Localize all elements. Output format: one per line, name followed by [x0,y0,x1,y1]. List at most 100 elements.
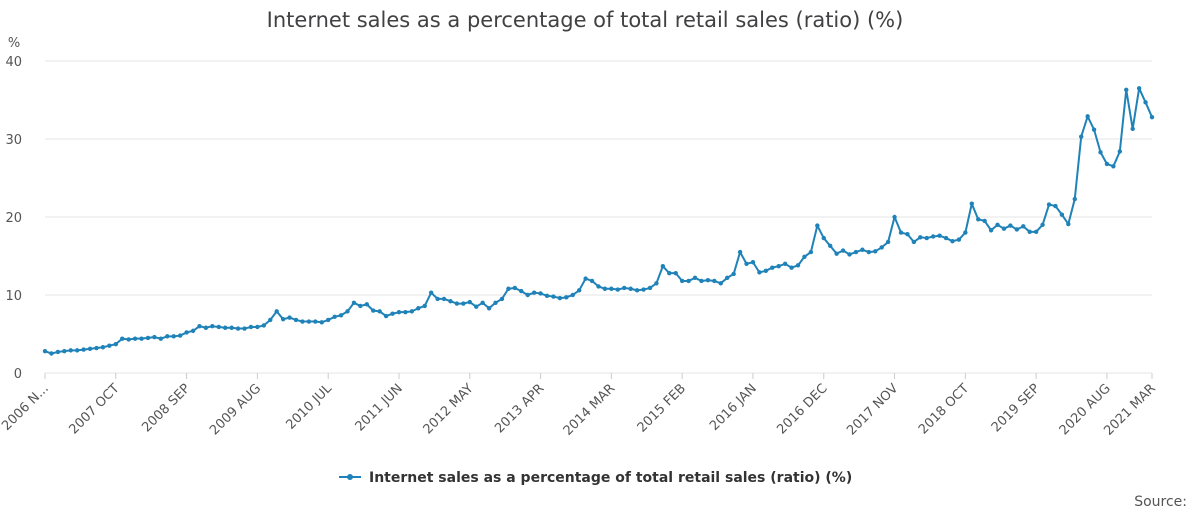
data-point[interactable] [525,292,530,298]
data-point[interactable] [435,296,440,302]
data-point[interactable] [963,230,968,235]
data-point[interactable] [1001,226,1007,231]
data-point[interactable] [622,285,627,291]
data-point[interactable] [628,286,633,291]
data-point[interactable] [274,309,279,314]
data-point[interactable] [171,334,176,339]
data-point[interactable] [692,275,698,281]
data-point[interactable] [815,223,820,228]
data-point[interactable] [898,230,904,235]
data-point[interactable] [454,301,460,306]
data-point[interactable] [139,336,144,341]
data-point[interactable] [943,235,949,241]
data-point[interactable] [1014,227,1020,232]
data-point[interactable] [1143,100,1148,105]
data-point[interactable] [1066,221,1071,227]
data-point[interactable] [763,268,769,274]
data-point[interactable] [744,261,749,266]
data-point[interactable] [184,330,189,335]
data-point[interactable] [918,235,923,240]
data-point[interactable] [712,278,717,284]
data-point[interactable] [428,290,434,295]
data-point[interactable] [377,309,382,314]
data-point[interactable] [660,263,666,269]
data-point[interactable] [750,260,756,265]
data-point[interactable] [654,281,659,286]
data-point[interactable] [757,270,762,275]
data-point[interactable] [686,278,691,284]
data-point[interactable] [325,317,331,323]
data-point[interactable] [364,302,369,307]
data-point[interactable] [62,348,67,354]
data-point[interactable] [531,290,537,295]
data-point[interactable] [737,249,743,255]
data-point[interactable] [699,278,704,284]
data-point[interactable] [564,295,569,300]
data-point[interactable] [834,251,839,256]
data-point[interactable] [840,248,846,253]
data-point[interactable] [1111,164,1116,169]
data-point[interactable] [371,308,376,313]
data-point[interactable] [235,326,241,331]
data-point[interactable] [615,287,621,292]
data-point[interactable] [461,301,466,306]
data-point[interactable] [416,306,421,311]
data-point[interactable] [705,277,711,283]
data-point[interactable] [158,336,164,341]
data-point[interactable] [229,325,234,330]
data-point[interactable] [197,324,202,329]
data-point[interactable] [911,239,917,245]
data-point[interactable] [403,309,408,315]
data-point[interactable] [589,278,595,284]
data-point[interactable] [107,343,112,348]
data-point[interactable] [1130,126,1135,132]
data-point[interactable] [332,314,337,320]
data-point[interactable] [145,335,151,341]
data-point[interactable] [892,214,897,220]
data-point[interactable] [409,309,415,314]
data-point[interactable] [300,319,305,324]
data-point[interactable] [448,299,453,304]
data-point[interactable] [1124,87,1129,93]
data-point[interactable] [242,326,247,331]
data-point[interactable] [860,247,865,252]
data-point[interactable] [313,319,318,324]
data-point[interactable] [866,249,872,255]
data-point[interactable] [808,249,814,255]
data-point[interactable] [383,313,389,319]
data-point[interactable] [847,252,852,257]
data-point[interactable] [924,235,929,241]
data-point[interactable] [782,261,788,266]
data-point[interactable] [216,324,221,330]
data-point[interactable] [969,201,974,206]
data-point[interactable] [74,348,80,353]
data-point[interactable] [1104,161,1110,167]
data-point[interactable] [1021,224,1026,229]
data-point[interactable] [1033,229,1039,235]
data-point[interactable] [1136,86,1142,91]
data-point[interactable] [519,288,524,294]
data-point[interactable] [667,270,672,276]
data-point[interactable] [486,306,492,311]
data-point[interactable] [576,288,582,293]
data-point[interactable] [937,233,942,238]
data-point[interactable] [988,228,994,233]
data-point[interactable] [210,324,215,329]
data-point[interactable] [950,238,955,244]
data-point[interactable] [132,336,138,341]
data-point[interactable] [351,300,357,305]
data-point[interactable] [223,325,228,330]
data-point[interactable] [120,336,125,341]
data-point[interactable] [879,245,884,250]
data-point[interactable] [1053,203,1058,209]
data-point[interactable] [506,286,511,291]
data-point[interactable] [338,313,344,318]
data-point[interactable] [358,303,363,309]
data-point[interactable] [190,328,196,334]
data-point[interactable] [828,243,833,249]
data-point[interactable] [583,276,588,281]
data-point[interactable] [544,293,550,298]
data-point[interactable] [551,294,556,299]
data-point[interactable] [55,349,61,355]
data-point[interactable] [570,292,575,298]
